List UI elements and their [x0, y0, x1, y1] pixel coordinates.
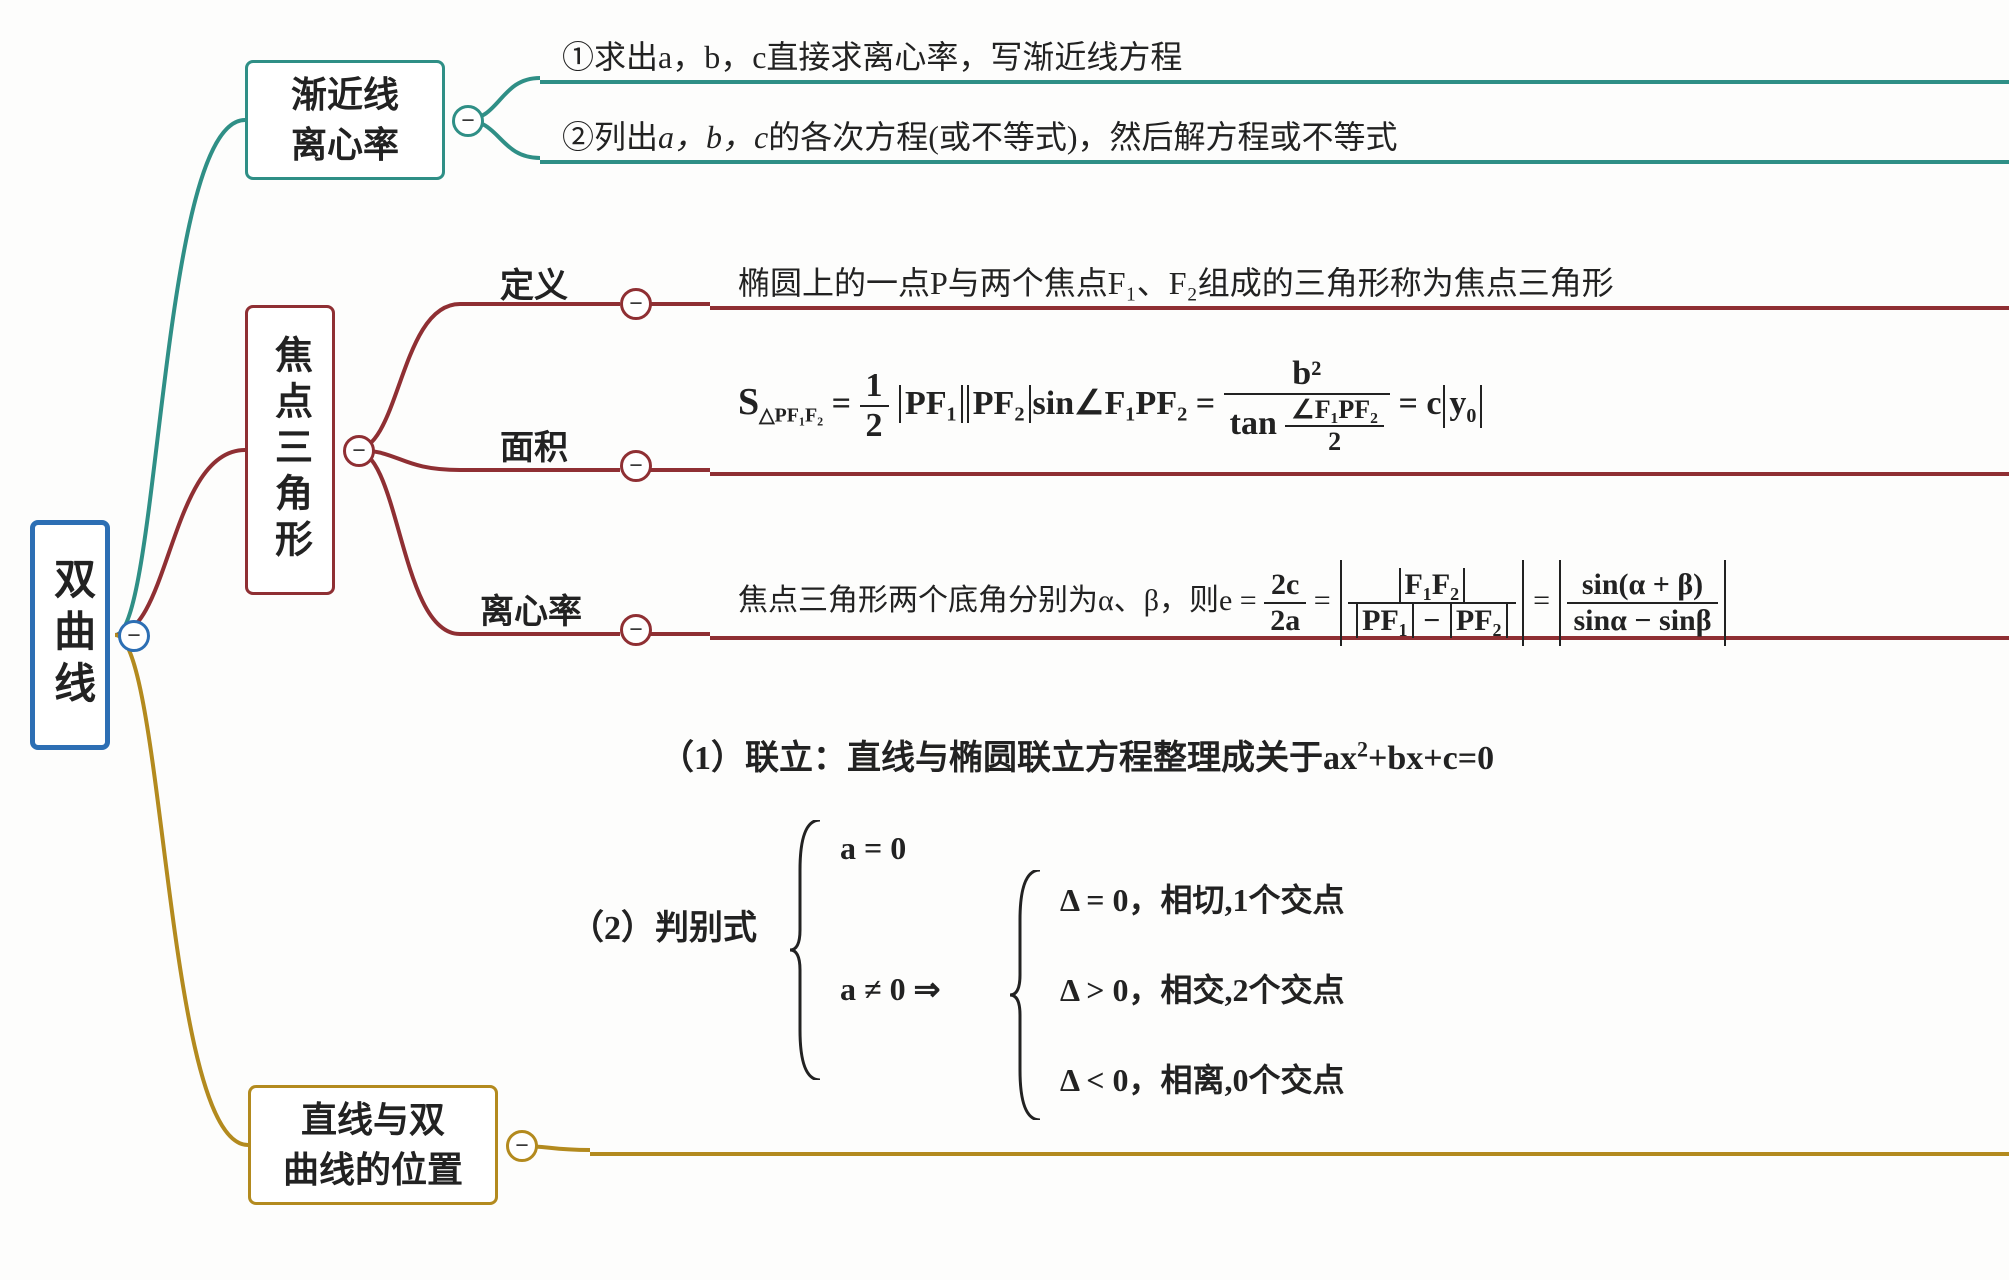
collapse-button-3[interactable]: − — [620, 288, 652, 320]
sublabel-ecc: 离心率 — [480, 584, 582, 633]
focal-triangle-node: 焦点三角形 — [245, 305, 335, 595]
focal-label: 焦点三角形 — [263, 335, 318, 565]
asymptote-node: 渐近线 离心率 — [245, 60, 445, 180]
root-label: 双曲线 — [36, 557, 103, 713]
lianlizu-line2: （2）判别式 — [570, 900, 757, 949]
leaf-line-3 — [710, 472, 2009, 476]
leaf-asym1: ①求出a，b，c直接求离心率，写渐近线方程 — [562, 32, 1182, 78]
collapse-button-0[interactable]: − — [118, 620, 150, 652]
outer-brace — [790, 820, 830, 1085]
connector-0 — [115, 120, 245, 635]
delta-gt: Δ > 0，相交,2个交点 — [1060, 965, 1345, 1011]
collapse-button-4[interactable]: − — [620, 450, 652, 482]
line-l2: 曲线的位置 — [283, 1145, 463, 1195]
a-ne-0: a ≠ 0 ⇒ — [840, 970, 940, 1008]
leaf-line-1 — [540, 160, 2009, 164]
inner-brace — [1010, 870, 1050, 1125]
connector-5 — [355, 304, 460, 450]
lianlizu-line1: （1）联立：直线与椭圆联立方程整理成关于ax2+bx+c=0 — [660, 730, 1494, 779]
delta-eq: Δ = 0，相切,1个交点 — [1060, 875, 1345, 921]
connector-7 — [355, 450, 460, 634]
ecc-formula: 焦点三角形两个底角分别为α、β，则e = 2c2a = F₁F₂ PF₁ − P… — [738, 560, 1728, 646]
sublabel-area: 面积 — [500, 420, 568, 469]
sublabel-def: 定义 — [500, 258, 568, 307]
asym-l2: 离心率 — [291, 120, 399, 170]
leaf-line-0 — [540, 80, 2009, 84]
connector-1 — [115, 450, 245, 635]
connector-2 — [115, 635, 248, 1145]
delta-lt: Δ < 0，相离,0个交点 — [1060, 1055, 1345, 1101]
asym-l1: 渐近线 — [291, 70, 399, 120]
leaf-line-2 — [710, 306, 2009, 310]
collapse-button-5[interactable]: − — [620, 614, 652, 646]
line-position-node: 直线与双 曲线的位置 — [248, 1085, 498, 1205]
root-node: 双曲线 — [30, 520, 110, 750]
leaf-asym2: ②列出a，b，c的各次方程(或不等式)，然后解方程或不等式 — [562, 112, 1398, 158]
leaf-def: 椭圆上的一点P与两个焦点F₁、F₂组成的三角形称为焦点三角形 — [738, 258, 1614, 304]
a-eq-0: a = 0 — [840, 830, 906, 867]
area-formula: S△PF₁F₂ = 12 PF₁PF₂sin∠F₁PF₂ = b² tan ∠F… — [738, 355, 1484, 457]
collapse-button-2[interactable]: − — [343, 435, 375, 467]
collapse-button-6[interactable]: − — [506, 1130, 538, 1162]
line-l1: 直线与双 — [283, 1095, 463, 1145]
leaf-line-5 — [590, 1152, 2009, 1156]
collapse-button-1[interactable]: − — [452, 105, 484, 137]
